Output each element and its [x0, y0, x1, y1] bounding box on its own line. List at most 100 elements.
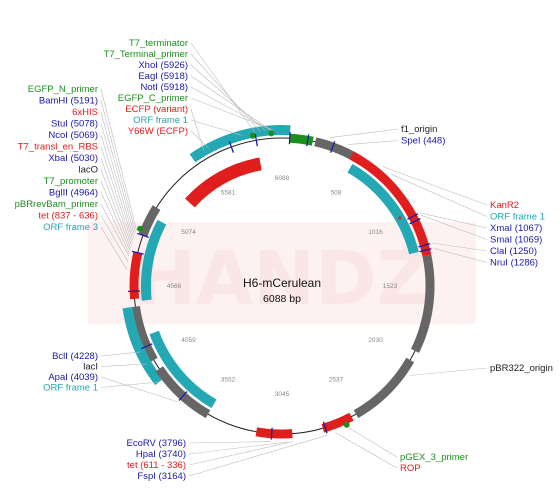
feature-label: KanR2	[490, 200, 519, 211]
feature-label: T7_transl_en_RBS	[18, 142, 98, 153]
leader-line	[190, 108, 205, 151]
leader-line	[190, 97, 274, 131]
position-tick: 2537	[329, 377, 344, 384]
feature-label: ApaI (4039)	[48, 372, 98, 383]
feature-label: BclI (4228)	[52, 351, 98, 362]
leader-line	[100, 169, 131, 249]
feature-label: f1_origin	[401, 124, 437, 135]
leader-line	[433, 248, 488, 263]
restriction-site-mark	[228, 141, 235, 153]
leader-line	[188, 441, 272, 444]
feature-label: ROP	[400, 463, 421, 474]
feature-label: pBRrevBam_primer	[15, 199, 98, 210]
feature-label: Y66W (ECFP)	[128, 126, 188, 137]
restriction-site-mark	[288, 132, 291, 145]
feature-label: ClaI (1250)	[490, 246, 537, 257]
leader-line	[100, 381, 160, 388]
leader-line	[190, 42, 256, 133]
feature-label: ORF frame 1	[43, 383, 98, 394]
feature-label: NruI (1286)	[490, 258, 538, 269]
position-ticks: 6088 508 1016 1523 2030 2537 3045 3552 4059 4566 5…	[167, 175, 398, 398]
leader-line	[100, 363, 147, 367]
position-tick: 508	[331, 190, 342, 197]
restriction-site-mark	[329, 141, 336, 153]
restriction-site-mark	[270, 427, 273, 440]
feature-label: EGFP_C_primer	[118, 93, 188, 104]
leader-line	[100, 226, 128, 270]
feature-label: ORF frame 3	[43, 222, 98, 233]
leader-line	[431, 242, 488, 252]
feature-label: NotI (5918)	[140, 82, 188, 93]
plasmid-name: H6-mCerulean	[243, 276, 321, 290]
plasmid-size: 6088 bp	[263, 293, 301, 305]
leader-line	[100, 157, 132, 246]
feature-label: pGEX_3_primer	[400, 452, 468, 463]
feature-label: EcoRV (3796)	[127, 438, 187, 449]
restriction-site-mark	[407, 213, 419, 220]
feature-label: T7_promoter	[44, 176, 98, 187]
leader-line	[100, 88, 137, 231]
leader-line	[347, 427, 398, 458]
position-tick: 3045	[275, 391, 290, 398]
leader-line	[190, 64, 266, 132]
leader-line	[188, 441, 293, 466]
feature-label: tet (837 - 636)	[38, 211, 98, 222]
feature-label: 6xHIS	[72, 107, 98, 118]
leader-line	[100, 376, 178, 403]
feature-label: EGFP_N_primer	[28, 84, 98, 95]
position-tick: 4059	[181, 337, 196, 344]
leader-line	[190, 130, 210, 149]
leader-line	[419, 212, 488, 229]
restriction-site-mark	[306, 134, 310, 147]
orf-arc	[149, 330, 217, 409]
leader-line	[100, 146, 133, 244]
restriction-site-mark	[178, 391, 188, 401]
primer-marker	[249, 132, 256, 139]
feature-label: XmaI (1067)	[490, 223, 542, 234]
feature-label: HpaI (3740)	[136, 449, 186, 460]
leader-line	[188, 441, 288, 455]
leader-line	[188, 434, 328, 477]
feature-label: T7_Terminal_primer	[104, 49, 188, 60]
feature-arcs	[122, 124, 435, 440]
restriction-site-mark	[137, 232, 149, 239]
leader-line	[347, 140, 399, 145]
position-tick: 5581	[221, 190, 236, 197]
leader-line	[100, 100, 136, 233]
position-tick: 2030	[368, 337, 383, 344]
position-tick: 6088	[275, 175, 290, 182]
feature-label: XhoI (5926)	[138, 60, 188, 71]
restriction-site-mark	[131, 250, 144, 255]
feature-label: BamHI (5191)	[39, 96, 98, 107]
ecfp-arc	[185, 157, 262, 208]
laci-backbone-arc	[130, 305, 158, 363]
rop-arc	[321, 412, 354, 433]
position-tick: 1016	[368, 229, 383, 236]
primer-marker	[137, 225, 144, 232]
orf-arc	[189, 124, 291, 163]
feature-label: pBR322_origin	[490, 363, 553, 374]
feature-label: SmaI (1069)	[490, 235, 542, 246]
leader-line	[100, 351, 141, 357]
leader-line	[100, 215, 129, 262]
feature-label: lacO	[78, 165, 98, 176]
egfp-c-primer-arc	[289, 133, 314, 146]
feature-label: ORF frame 1	[133, 115, 188, 126]
leader-line	[330, 128, 399, 138]
leader-lines	[100, 42, 488, 477]
feature-label: lacI	[83, 362, 98, 373]
primer-marker	[343, 421, 350, 428]
feature-label: SpeI (448)	[401, 136, 445, 147]
feature-label: EagI (5918)	[138, 71, 188, 82]
orf-arc	[141, 219, 167, 301]
restriction-site-mark	[322, 421, 328, 434]
feature-label: T7_terminator	[129, 38, 188, 49]
feature-label: XbaI (5030)	[48, 153, 98, 164]
restriction-site-mark	[418, 242, 431, 248]
feature-label: StuI (5078)	[51, 119, 98, 130]
position-tick: 3552	[221, 377, 236, 384]
leader-line	[100, 180, 131, 252]
leader-line	[335, 432, 398, 469]
restriction-site-mark	[141, 343, 153, 350]
